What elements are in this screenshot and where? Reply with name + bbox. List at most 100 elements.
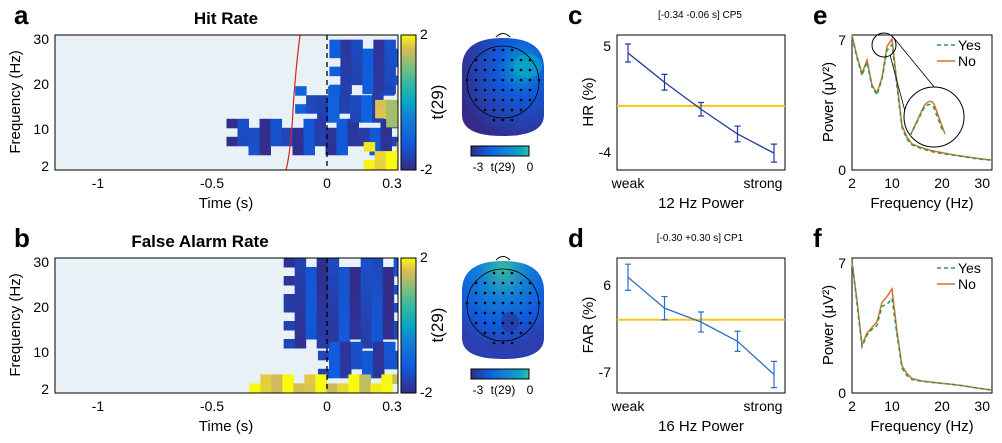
electrode-dot (492, 98, 496, 102)
panel-f-ylabel: Power (μV²) (820, 285, 837, 365)
heatmap-cell (327, 303, 340, 313)
colorbar-a-tick-min: -2 (420, 161, 433, 177)
panel-d-xlabel: 16 Hz Power (658, 418, 744, 435)
heatmap-cell (349, 330, 362, 340)
heatmap-cell (360, 258, 373, 268)
electrode-dot (510, 301, 514, 305)
heatmap-cell (328, 341, 341, 352)
electrode-dot (519, 68, 523, 72)
heatmap-cell (316, 294, 329, 304)
heatmap-cell (372, 368, 385, 379)
topomap-b-electrodes (465, 271, 541, 345)
heatmap-cell (336, 145, 348, 156)
heatmap-cell (294, 267, 307, 277)
electrode-dot (510, 48, 514, 52)
electrode-dot (492, 271, 496, 275)
electrode-dot (492, 311, 496, 315)
electrode-dot (519, 98, 523, 102)
heatmap-cell (271, 383, 283, 393)
electrode-dot (510, 108, 514, 112)
heatmap-cell (384, 57, 396, 68)
heatmap-cell (373, 39, 385, 50)
panel-e-ytick: 0 (838, 162, 846, 178)
electrode-dot (510, 98, 514, 102)
panel-c-xtick: strong (744, 175, 783, 191)
colorbar-b-label: t(29) (428, 308, 447, 343)
heatmap-cell (351, 75, 363, 86)
heatmap-b (54, 257, 399, 394)
heatmap-cell (317, 113, 329, 123)
heatmap-cell (295, 86, 307, 96)
heatmap-cell (372, 359, 385, 370)
heatmap-cell (370, 383, 382, 393)
colorbar-b-tick-max: 2 (420, 249, 428, 265)
heatmap-cell (270, 127, 282, 138)
electrode-dot (483, 321, 487, 325)
heatmap-cell (305, 267, 318, 277)
error-bar (661, 73, 668, 91)
ytick: 20 (33, 299, 49, 315)
topomap-b-cbar-label: t(29) (491, 383, 516, 397)
heatmap-cell (371, 267, 384, 277)
ytick: 2 (41, 381, 49, 397)
colorbar-b (400, 257, 417, 394)
electrode-dot (510, 271, 514, 275)
heatmap-cell (328, 350, 341, 361)
heatmap-cell (371, 294, 384, 304)
heatmap-cell (292, 127, 304, 138)
electrode-dot (501, 291, 505, 295)
heatmap-cell (283, 339, 296, 349)
panel-f-xtick: 2 (848, 398, 856, 414)
heatmap-cell (316, 312, 329, 322)
electrode-dot (537, 78, 541, 82)
panel-f-ytick: 0 (838, 385, 846, 401)
heatmap-cell (248, 136, 260, 147)
heatmap-cell (282, 374, 294, 384)
heatmap-cell (326, 383, 338, 393)
heatmap-cell (383, 341, 396, 352)
heatmap-cell (396, 142, 398, 152)
electrode-dot (492, 321, 496, 325)
heatmap-cell (381, 383, 393, 393)
heatmap-cell (371, 276, 384, 286)
electrode-dot (528, 78, 532, 82)
heatmap-cell (260, 374, 272, 384)
legend-yes-label: Yes (958, 37, 981, 53)
panel-f-xlabel: Frequency (Hz) (870, 418, 973, 435)
heatmap-cell (375, 99, 387, 110)
heatmap-cell (351, 57, 363, 68)
heatmap-cell (383, 350, 396, 361)
heatmap-cell (283, 303, 296, 313)
heatmap-cell (395, 48, 398, 59)
heatmap-cell (292, 145, 304, 156)
electrode-dot (492, 68, 496, 72)
heatmap-cell (360, 303, 373, 313)
heatmap-cell (316, 339, 329, 349)
error-bar (661, 295, 668, 321)
heatmap-cell (359, 392, 371, 393)
panel-e-zoom-inset (871, 32, 965, 148)
panel-f-plot (851, 259, 993, 391)
electrode-dot (501, 331, 505, 335)
electrode-dot (528, 58, 532, 62)
ytick: 2 (41, 158, 49, 174)
heatmap-a-xlabel: Time (s) (199, 195, 253, 212)
heatmap-cell (259, 118, 271, 129)
heatmap-cell (282, 392, 294, 393)
heatmap-cell (237, 127, 249, 138)
heatmap-b-clusters (249, 258, 398, 393)
heatmap-cell (327, 285, 340, 295)
heatmap-cell (382, 276, 395, 286)
heatmap-cell (305, 321, 318, 331)
heatmap-cell (350, 113, 362, 123)
heatmap-cell (340, 84, 352, 95)
heatmap-cell (363, 142, 376, 152)
electrode-dot (519, 281, 523, 285)
electrode-dot (510, 118, 514, 122)
heatmap-cell (249, 383, 261, 393)
electrode-dot (519, 58, 523, 62)
heatmap-cell (359, 383, 371, 393)
topomap-b-nose (495, 256, 511, 261)
heatmap-b-xlabel: Time (s) (199, 418, 253, 435)
ytick: 30 (33, 31, 49, 47)
